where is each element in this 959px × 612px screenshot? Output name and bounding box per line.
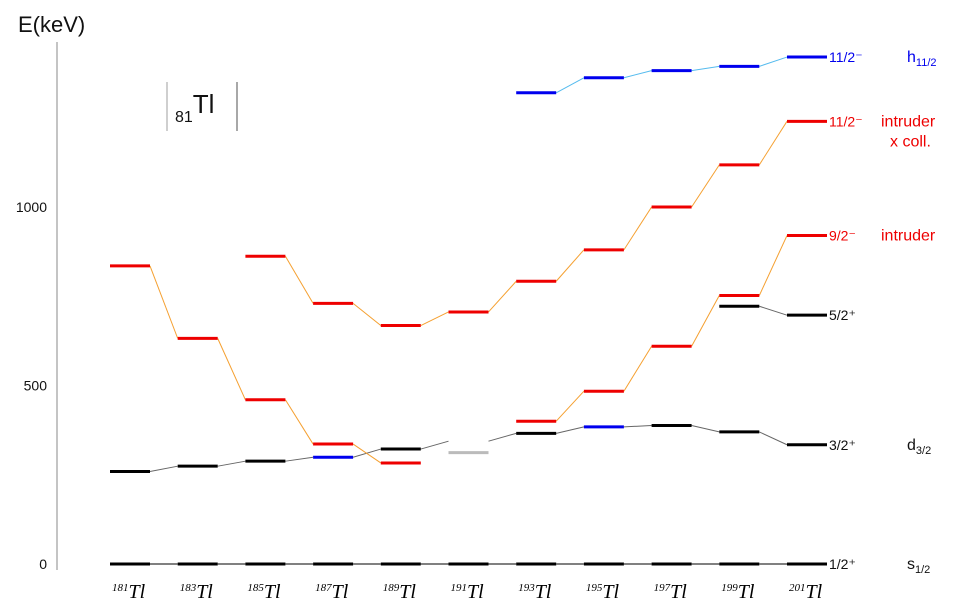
series-connector-i92 <box>758 235 788 296</box>
series-connector-i112 <box>623 206 653 251</box>
series-connector-i92 <box>691 295 720 347</box>
x-tick-element: Tl <box>332 581 349 603</box>
level-label-s12: 1/2⁺ <box>829 556 856 572</box>
intruder-label-i112: intruder <box>881 113 936 130</box>
series-connector-d32 <box>285 456 314 462</box>
series-connector-d32 <box>556 426 585 434</box>
series-connector-i112 <box>758 121 788 166</box>
x-tick-element: Tl <box>129 581 146 603</box>
x-tick-label: 181Tl <box>112 581 146 603</box>
intruder-label-i92: intruder <box>881 228 936 245</box>
series-connector-d32 <box>149 465 178 473</box>
series-connector-i112 <box>284 256 314 304</box>
series-connector-d32 <box>488 432 517 442</box>
y-tick-label: 1000 <box>16 199 47 215</box>
x-tick-mass: 187 <box>315 582 332 594</box>
x-tick-mass: 195 <box>586 582 603 594</box>
x-tick-mass: 197 <box>654 582 671 594</box>
series-connector-d32 <box>217 460 246 467</box>
x-tick-mass: 181 <box>112 582 129 594</box>
level-label-h112: 11/2⁻ <box>829 49 863 65</box>
x-tick-label: 185Tl <box>247 581 281 603</box>
series-connector-d32 <box>623 424 652 428</box>
y-axis-label: E(keV) <box>18 12 85 37</box>
x-tick-element: Tl <box>264 581 281 603</box>
x-tick-element: Tl <box>806 581 823 603</box>
series-connector-i92 <box>623 345 653 392</box>
x-tick-element: Tl <box>602 581 619 603</box>
element-atomic-number: 81 <box>175 109 193 126</box>
x-tick-element: Tl <box>467 581 484 603</box>
series-connector-i92 <box>149 265 179 339</box>
orbital-subscript: 1/2 <box>915 564 930 576</box>
series-connector-d32 <box>759 431 788 446</box>
orbital-subscript: 3/2 <box>916 445 931 457</box>
series-connector-i92 <box>555 390 585 422</box>
orbital-base: s <box>907 556 915 573</box>
element-name: Tl <box>193 89 215 119</box>
y-tick-label: 0 <box>39 556 47 572</box>
x-tick-element: Tl <box>399 581 416 603</box>
series-connector-h112 <box>623 70 652 79</box>
x-tick-label: 187Tl <box>315 581 349 603</box>
x-tick-label: 191Tl <box>451 581 485 603</box>
x-tick-mass: 191 <box>451 582 468 594</box>
series-connector-i92 <box>352 443 382 464</box>
level-label-i112: 11/2⁻ <box>829 113 863 129</box>
series-connector-h112 <box>691 65 720 72</box>
series-connector-i112 <box>691 164 720 208</box>
series-connector-i112 <box>555 249 585 282</box>
series-connector-h112 <box>555 77 585 94</box>
x-tick-label: 189Tl <box>383 581 417 603</box>
x-tick-element: Tl <box>738 581 755 603</box>
series-connector-d32 <box>691 424 720 433</box>
x-tick-label: 197Tl <box>654 581 688 603</box>
x-tick-mass: 189 <box>383 582 400 594</box>
orbital-base: h <box>907 49 916 66</box>
series-connector-d32 <box>420 440 449 450</box>
level-label-f52: 5/2⁺ <box>829 307 856 323</box>
x-tick-mass: 185 <box>247 582 264 594</box>
x-tick-mass: 183 <box>180 582 197 594</box>
series-connector-i112 <box>352 302 382 326</box>
y-tick-label: 500 <box>24 378 48 394</box>
series-connector-h112 <box>759 56 788 67</box>
orbital-base: d <box>907 437 916 454</box>
x-tick-label: 193Tl <box>518 581 552 603</box>
orbital-label-d32: d3/2 <box>907 437 931 457</box>
x-tick-label: 201Tl <box>789 581 823 603</box>
series-connector-f52 <box>759 305 788 316</box>
series-connector-i92 <box>284 399 314 445</box>
orbital-label-h112: h11/2 <box>907 49 937 69</box>
series-connector-i112 <box>420 311 449 326</box>
x-tick-label: 195Tl <box>586 581 620 603</box>
orbital-subscript: 11/2 <box>916 57 937 69</box>
x-tick-mass: 201 <box>789 582 806 594</box>
level-label-d32: 3/2⁺ <box>829 437 856 453</box>
level-label-i92: 9/2⁻ <box>829 228 856 244</box>
series-connector-i112 <box>488 280 517 313</box>
x-tick-mass: 193 <box>518 582 535 594</box>
series-connector-i92 <box>217 338 246 400</box>
orbital-label-s12: s1/2 <box>907 556 930 576</box>
intruder-label2-i112: x coll. <box>890 133 931 150</box>
x-tick-element: Tl <box>535 581 552 603</box>
x-tick-mass: 199 <box>721 582 738 594</box>
x-tick-element: Tl <box>196 581 213 603</box>
element-symbol: 81Tl <box>175 89 214 126</box>
x-tick-label: 199Tl <box>721 581 755 603</box>
x-tick-element: Tl <box>670 581 687 603</box>
x-tick-label: 183Tl <box>180 581 214 603</box>
